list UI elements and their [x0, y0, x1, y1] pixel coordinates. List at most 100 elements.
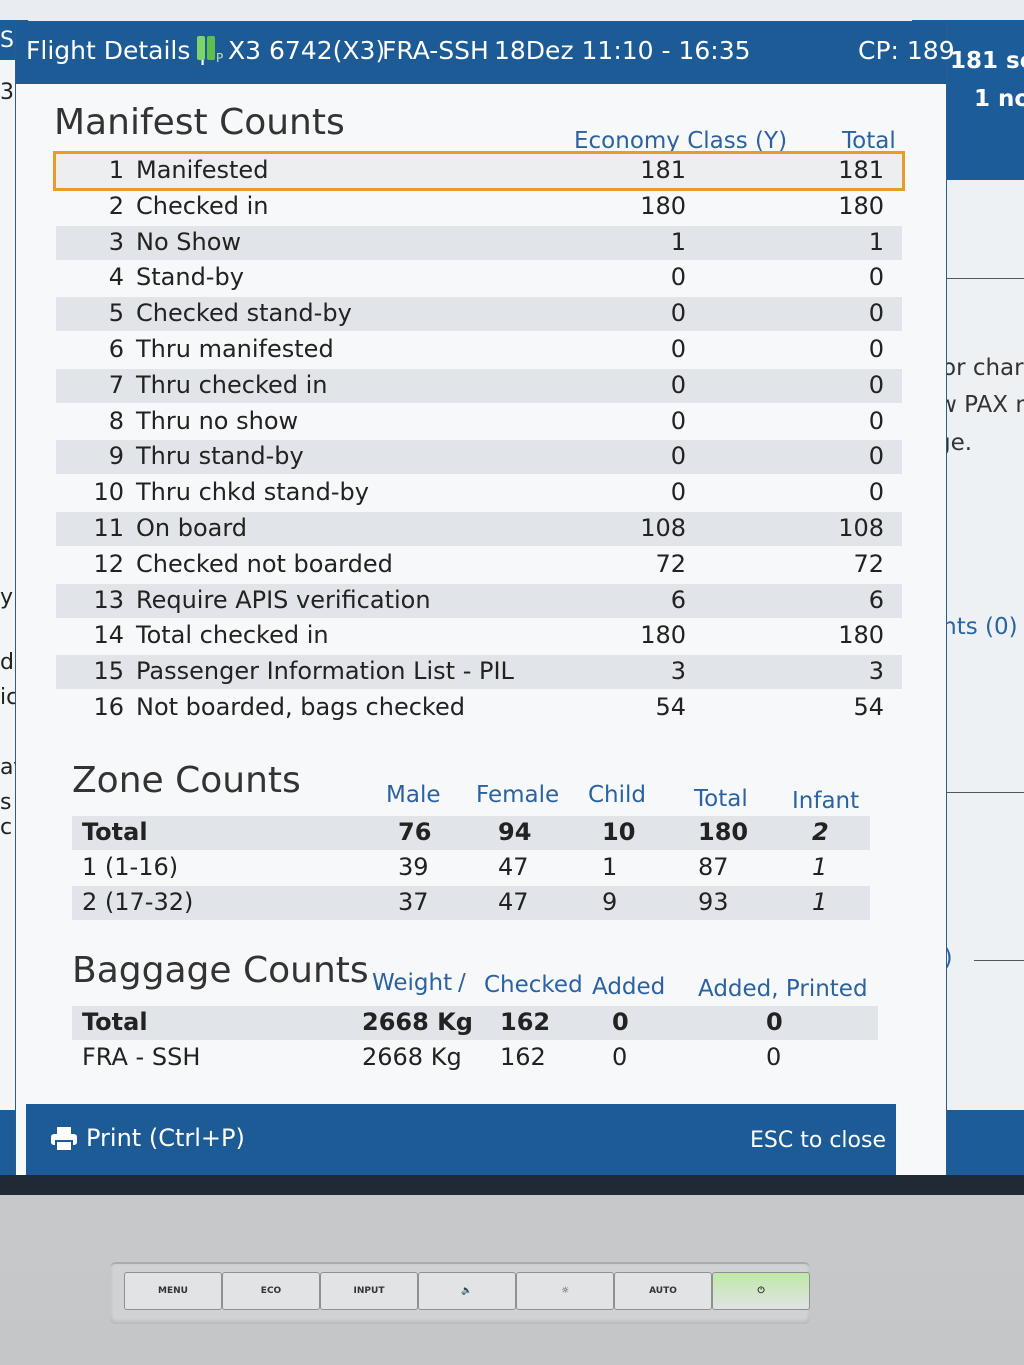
zone-row-label: 1 (1-16) [82, 853, 179, 881]
baggage-checked-value: 162 [500, 1043, 546, 1071]
zone-infant-value: 1 [812, 888, 828, 916]
manifest-row[interactable]: 3 No Show 1 1 [56, 225, 902, 260]
auto-hw-button[interactable]: AUTO [614, 1272, 712, 1310]
background-right-text: 1 no [974, 86, 1024, 112]
manifest-total-value: 3 [868, 657, 884, 686]
manifest-row[interactable]: 2 Checked in 180 180 [56, 190, 902, 224]
divider [926, 792, 1024, 793]
manifest-row[interactable]: 4 Stand-by 0 0 [56, 261, 902, 295]
screen-bottom-edge [0, 1175, 1024, 1195]
manifest-row-label: Not boarded, bags checked [136, 693, 465, 721]
manifest-economy-value: 54 [655, 693, 686, 721]
manifest-row-number: 6 [108, 335, 124, 363]
baggage-row: FRA - SSH 2668 Kg 162 0 0 [72, 1041, 878, 1075]
manifest-row[interactable]: 5 Checked stand-by 0 0 [56, 297, 902, 332]
input-hw-button[interactable]: INPUT [320, 1272, 418, 1310]
manifest-economy-value: 0 [670, 478, 686, 507]
airline-logo-icon: P [194, 32, 228, 72]
zone-female-value: 94 [498, 818, 532, 846]
zone-row-label: Total [82, 818, 148, 846]
background-right-text: 181 so [950, 48, 1024, 74]
zone-female-value: 47 [498, 888, 529, 916]
manifest-row-label: Checked in [136, 191, 269, 220]
baggage-row-label: Total [82, 1008, 148, 1036]
manifest-row-label: Checked stand-by [136, 299, 352, 328]
manifest-row-number: 13 [93, 585, 124, 614]
manifest-total-value: 180 [838, 621, 884, 650]
volume-hw-button[interactable]: 🔈 [418, 1272, 516, 1310]
zone-male-value: 76 [398, 818, 432, 846]
dialog-title-bar[interactable]: Flight Details | P X3 6742(X3) FRA-SSH 1… [16, 22, 955, 84]
eco-hw-button[interactable]: ECO [222, 1272, 320, 1310]
menu-hw-button[interactable]: MENU [124, 1272, 222, 1310]
manifest-row[interactable]: 10 Thru chkd stand-by 0 0 [56, 476, 902, 510]
zone-male-value: 39 [398, 853, 429, 881]
svg-text:P: P [216, 51, 223, 65]
manifest-row[interactable]: 12 Checked not boarded 72 72 [56, 548, 902, 582]
zone-male-value: 37 [398, 888, 429, 916]
manifest-economy-value: 180 [640, 621, 686, 650]
baggage-weight-value: 2668 Kg [362, 1008, 473, 1036]
power-hw-button[interactable]: ⏻ [712, 1272, 810, 1310]
baggage-added-value: 0 [612, 1008, 629, 1036]
manifest-total-value: 1 [868, 227, 884, 256]
manifest-row-number: 12 [93, 549, 124, 578]
manifest-row[interactable]: 6 Thru manifested 0 0 [56, 333, 902, 367]
manifest-row-number: 7 [108, 370, 124, 399]
dialog-footer: Print (Ctrl+P) ESC to close [26, 1104, 896, 1175]
zone-child-value: 9 [602, 888, 618, 916]
print-button[interactable]: Print (Ctrl+P) [50, 1124, 245, 1152]
zone-infant-value: 1 [812, 853, 828, 881]
zone-heading: Zone Counts [72, 760, 301, 801]
baggage-checked-value: 162 [500, 1008, 551, 1036]
manifest-economy-value: 0 [670, 299, 686, 328]
manifest-row-number: 16 [93, 693, 124, 721]
baggage-added-value: 0 [612, 1043, 628, 1071]
manifest-row[interactable]: 13 Require APIS verification 6 6 [56, 583, 902, 618]
baggage-heading: Baggage Counts [72, 950, 369, 991]
baggage-col-separator: / [458, 970, 466, 996]
manifest-total-value: 0 [868, 299, 884, 328]
zone-col-child: Child [588, 782, 647, 808]
manifest-economy-value: 6 [670, 585, 686, 614]
brightness-hw-button[interactable]: ☼ [516, 1272, 614, 1310]
print-label: Print (Ctrl+P) [86, 1124, 245, 1152]
manifest-row[interactable]: 7 Thru checked in 0 0 [56, 368, 902, 403]
manifest-row[interactable]: 9 Thru stand-by 0 0 [56, 440, 902, 475]
manifest-row[interactable]: 14 Total checked in 180 180 [56, 619, 902, 653]
printer-icon [50, 1126, 77, 1152]
zone-total-value: 87 [698, 853, 729, 881]
manifest-total-value: 6 [868, 585, 884, 614]
manifest-total-value: 180 [838, 191, 884, 220]
manifest-row-number: 10 [93, 478, 124, 507]
manifest-row[interactable]: 15 Passenger Information List - PIL 3 3 [56, 655, 902, 690]
zone-col-total: Total [694, 786, 748, 812]
manifest-row[interactable]: 1 Manifested 181 181 [53, 151, 905, 191]
zone-col-male: Male [386, 782, 441, 808]
manifest-row[interactable]: 8 Thru no show 0 0 [56, 405, 902, 439]
manifest-total-value: 0 [868, 442, 884, 471]
zone-row-label: 2 (17-32) [82, 888, 194, 916]
manifest-row[interactable]: 16 Not boarded, bags checked 54 54 [56, 691, 902, 725]
zone-total-value: 93 [698, 888, 729, 916]
esc-to-close[interactable]: ESC to close [750, 1128, 886, 1153]
zone-row: 2 (17-32) 37 47 9 93 1 [72, 886, 870, 920]
manifest-economy-value: 0 [670, 335, 686, 363]
manifest-row-label: Passenger Information List - PIL [136, 657, 514, 686]
baggage-row: Total 2668 Kg 162 0 0 [72, 1006, 878, 1040]
zone-child-value: 1 [602, 853, 618, 881]
flight-route: FRA-SSH [382, 36, 489, 65]
manifest-row-number: 11 [93, 514, 124, 542]
divider [942, 278, 1024, 279]
divider [974, 960, 1024, 961]
manifest-row-label: Require APIS verification [136, 585, 431, 614]
baggage-col-weight: Weight [372, 970, 453, 996]
manifest-row[interactable]: 11 On board 108 108 [56, 512, 902, 546]
zone-col-female: Female [476, 782, 560, 808]
manifest-economy-value: 181 [640, 156, 686, 184]
background-left-text: 3 [0, 80, 14, 105]
manifest-total-value: 0 [868, 406, 884, 435]
manifest-total-value: 0 [868, 370, 884, 399]
flight-details-dialog: Flight Details | P X3 6742(X3) FRA-SSH 1… [16, 22, 955, 1175]
manifest-row-number: 5 [108, 299, 124, 328]
